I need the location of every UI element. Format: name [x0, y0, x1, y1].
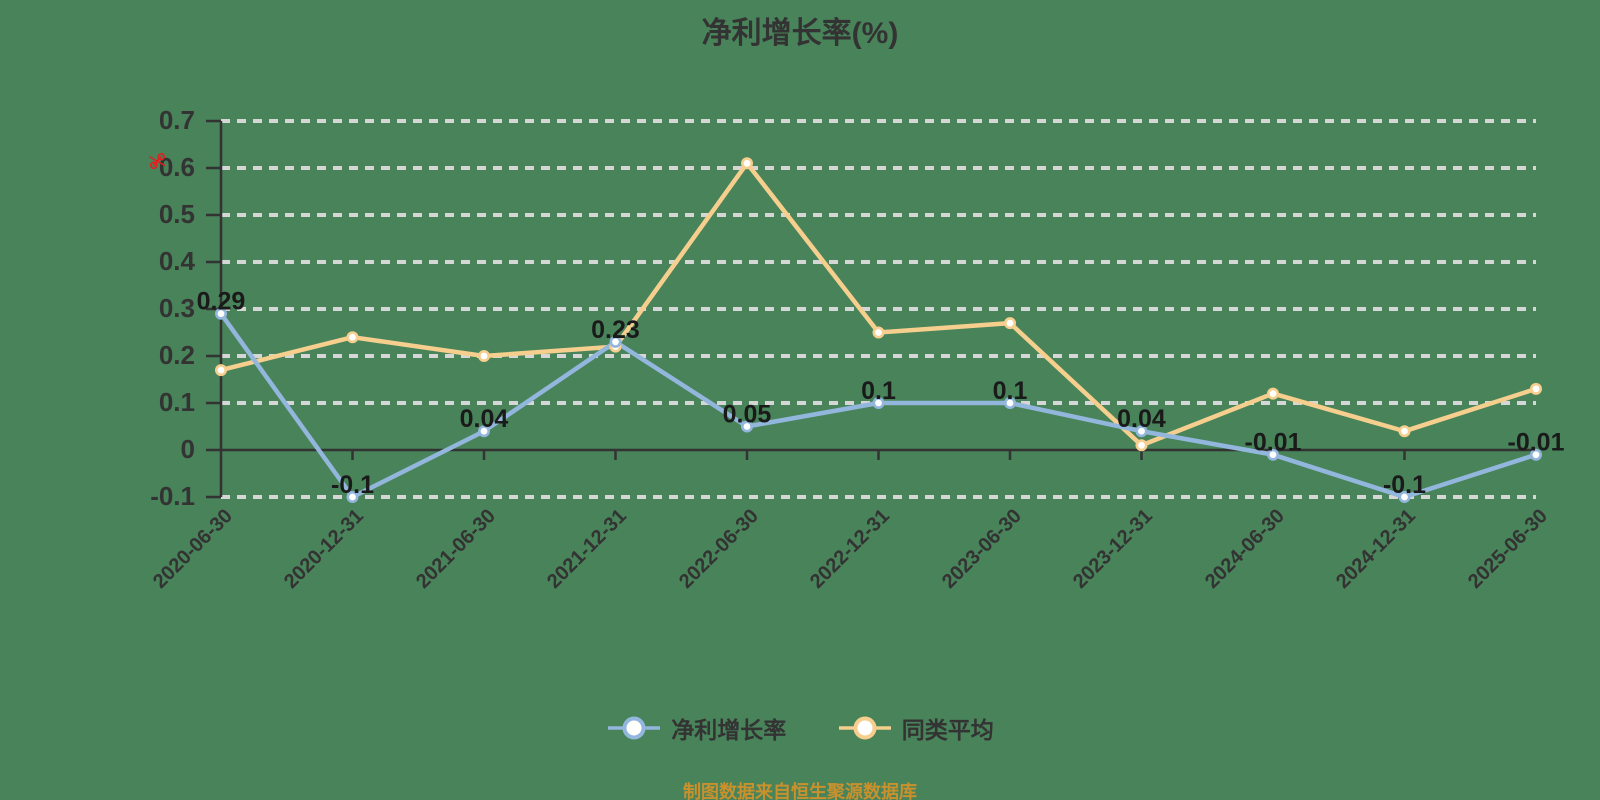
svg-text:0.1: 0.1 — [861, 377, 896, 405]
svg-text:0: 0 — [181, 434, 195, 464]
svg-text:0.5: 0.5 — [159, 199, 195, 229]
svg-text:-0.1: -0.1 — [150, 481, 195, 511]
svg-text:0.05: 0.05 — [723, 401, 772, 429]
svg-text:-0.01: -0.01 — [1508, 429, 1565, 457]
svg-text:0.4: 0.4 — [159, 246, 196, 276]
svg-text:0.1: 0.1 — [993, 377, 1028, 405]
svg-text:0.23: 0.23 — [591, 316, 640, 344]
svg-text:0.3: 0.3 — [159, 293, 195, 323]
svg-text:0.29: 0.29 — [197, 288, 246, 316]
svg-text:0.2: 0.2 — [159, 340, 195, 370]
svg-text:-0.1: -0.1 — [1383, 471, 1426, 499]
svg-text:-0.1: -0.1 — [331, 471, 374, 499]
svg-text:-0.01: -0.01 — [1245, 429, 1302, 457]
svg-text:0.1: 0.1 — [159, 387, 195, 417]
svg-text:0.7: 0.7 — [159, 105, 195, 135]
svg-text:0.04: 0.04 — [1117, 405, 1166, 433]
svg-text:0.04: 0.04 — [460, 405, 509, 433]
